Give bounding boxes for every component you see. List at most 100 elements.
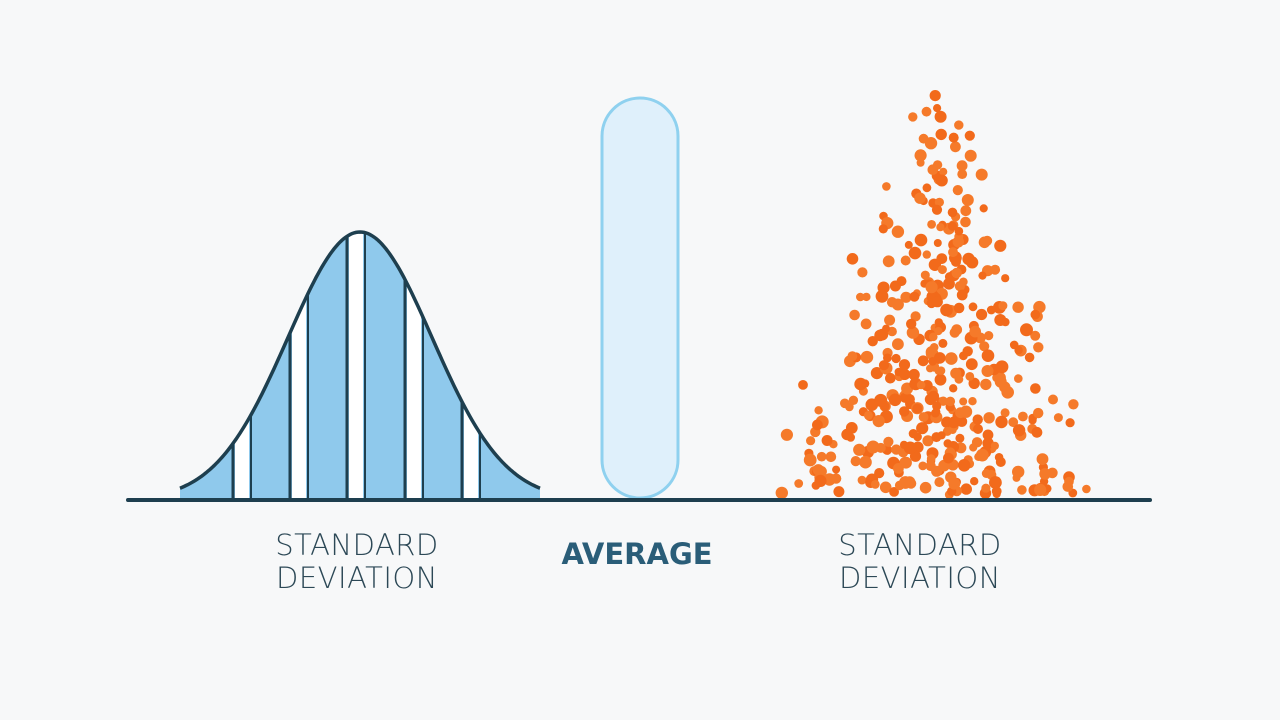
scatter-dot (908, 246, 922, 260)
scatter-dot (917, 355, 929, 367)
scatter-dot (892, 338, 904, 351)
scatter-dot (947, 207, 958, 218)
scatter-dot (919, 481, 932, 494)
scatter-dot (969, 443, 978, 452)
scatter-dot (976, 308, 988, 321)
scatter-dot (870, 480, 880, 489)
scatter-dot (860, 318, 872, 330)
scatter-dot (1001, 274, 1010, 283)
scatter-dot (964, 130, 975, 141)
scatter-dot (900, 456, 912, 469)
scatter-dot (846, 252, 859, 265)
scatter-dot (853, 443, 866, 456)
scatter-dot (926, 454, 936, 463)
scatter-dot (833, 486, 845, 498)
scatter-dot (886, 297, 898, 308)
scatter-dot (955, 433, 965, 443)
scatter-dot (903, 441, 917, 455)
scatter-dot (929, 332, 938, 342)
scatter-dot (1030, 330, 1041, 341)
scatter-dot (1033, 342, 1044, 353)
scatter-dot (969, 325, 981, 338)
scatter-dot (825, 451, 837, 463)
scatter-dot (1012, 473, 1021, 482)
scatter-dot (1000, 408, 1010, 418)
scatter-dot (914, 149, 927, 162)
scatter-dot (960, 216, 971, 228)
scatter-dot (954, 226, 964, 236)
scatter-dot (845, 402, 854, 412)
scatter-dot (975, 168, 988, 181)
scatter-dot (936, 366, 946, 376)
scatter-dot (935, 174, 948, 187)
scatter-dot (914, 233, 928, 247)
scatter-dot (945, 352, 958, 365)
scatter-dot (1065, 418, 1075, 428)
scatter-dot (968, 397, 977, 406)
scatter-dot (862, 292, 871, 302)
scatter-dot (891, 353, 901, 364)
scatter-dot (899, 476, 912, 489)
scatter-dot (959, 277, 968, 287)
scatter-dot (927, 220, 936, 229)
scatter-dot (916, 422, 929, 435)
scatter-dot (908, 368, 920, 381)
scatter-dot (981, 365, 994, 377)
scatter-dot (860, 350, 874, 364)
scatter-dot (860, 379, 870, 388)
scatter-dot (874, 329, 886, 342)
scatter-dot (877, 281, 890, 294)
scatter-dot (929, 90, 941, 102)
scatter-dot (803, 453, 817, 467)
scatter-dot (934, 110, 947, 123)
scatter-dot (899, 406, 910, 417)
scatter-dot (914, 192, 926, 204)
scatter-dot (979, 341, 990, 352)
scatter-dot (891, 225, 905, 238)
scatter-dot (978, 271, 987, 280)
scatter-dot (922, 183, 932, 193)
scatter-dot (981, 483, 991, 493)
scatter-dot (878, 224, 888, 234)
scatter-dot (934, 373, 947, 386)
scatter-dot (806, 436, 816, 446)
scatter-dot (990, 441, 1000, 450)
scatter-dot (994, 375, 1007, 388)
scatter-dot (950, 141, 961, 153)
scatter-dot (856, 292, 865, 302)
scatter-dot (947, 221, 958, 231)
scatter-dot (926, 364, 934, 373)
scatter-dot (937, 265, 947, 275)
scatter-dot (904, 240, 913, 249)
scatter-dot (1028, 416, 1037, 425)
scatter-dot (921, 106, 932, 117)
scatter-dot (1068, 399, 1079, 410)
scatter-dot (882, 255, 895, 268)
scatter-dot (1012, 301, 1024, 313)
scatter-dot (794, 479, 804, 488)
scatter-dot (957, 459, 971, 472)
scatter-dot (918, 461, 928, 471)
scatter-dot (950, 367, 962, 379)
scatter-dot (1008, 417, 1019, 428)
label-line: STANDARD (275, 528, 439, 562)
scatter-dot (780, 428, 794, 441)
scatter-dot (906, 318, 917, 330)
scatter-dot (1030, 383, 1041, 394)
scatter-dot (943, 452, 954, 464)
scatter-dot (1031, 426, 1043, 438)
scatter-dot (948, 477, 961, 490)
scatter-dot (830, 473, 842, 484)
scatter-dot (879, 481, 892, 494)
scatter-dot (912, 403, 923, 414)
scatter-dot (900, 291, 912, 303)
scatter-dot (857, 267, 868, 278)
scatter-dot (1020, 323, 1033, 337)
scatter-dot (863, 410, 873, 420)
scatter-dot (1033, 407, 1044, 419)
scatter-dot (964, 149, 977, 162)
scatter-dot (960, 483, 972, 495)
scatter-dot (949, 384, 958, 393)
scatter-dot (952, 185, 963, 196)
